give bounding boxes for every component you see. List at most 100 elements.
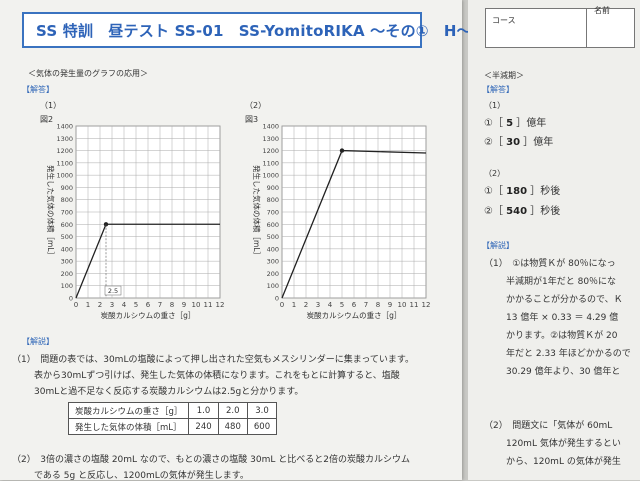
y-tick-label: 600 xyxy=(61,221,73,229)
answer-1-1: ①［ 5 ］億年 xyxy=(484,118,547,129)
y-tick-label: 900 xyxy=(61,184,73,192)
right-explanation-line: （1） ①は物質Ｋが 80％になっ xyxy=(484,259,616,269)
right-explanation-line: 13 億年 × 0.33 ＝ 4.29 億 xyxy=(506,313,619,323)
answer-1-2: ②［ 30 ］億年 xyxy=(484,137,554,148)
y-tick-label: 700 xyxy=(267,209,279,217)
x-tick-label: 9 xyxy=(388,301,392,309)
y-tick-label: 500 xyxy=(61,233,73,241)
answer-value: 180 xyxy=(506,186,528,197)
y-tick-label: 1300 xyxy=(262,135,279,143)
x-tick-label: 9 xyxy=(182,301,186,309)
y-tick-label: 600 xyxy=(267,221,279,229)
x-tick-label: 4 xyxy=(328,301,333,309)
y-tick-label: 1400 xyxy=(56,123,73,131)
y-tick-label: 400 xyxy=(267,245,279,253)
y-tick-label: 1000 xyxy=(56,172,73,180)
x-tick-label: 6 xyxy=(352,301,357,309)
y-tick-label: 500 xyxy=(267,233,279,241)
explanation-line: （1） 問題の表では、30mLの塩酸によって押し出された空気もメスシリンダーに集… xyxy=(12,355,415,365)
y-tick-label: 1300 xyxy=(56,135,73,143)
table-cell: 240 xyxy=(188,418,219,435)
answer-unit: 秒後 xyxy=(540,186,561,197)
table-cell: 480 xyxy=(217,418,248,435)
q1-label: （1） xyxy=(40,101,62,110)
y-tick-label: 200 xyxy=(61,270,73,278)
fig3-label: 図3 xyxy=(245,115,259,124)
table-header: 発生した気体の体積［mL］ xyxy=(67,418,190,435)
answer-number: ② xyxy=(484,206,493,217)
right-explanation-line: かかることが分かるので、Ｋ xyxy=(506,295,623,305)
x-tick-label: 0 xyxy=(74,301,78,309)
x-tick-label: 2 xyxy=(98,301,102,309)
explanation-line: 表から30mLずつ引けば、発生した気体の体積になります。これをもとに計算すると、… xyxy=(34,371,400,381)
x-tick-label: 8 xyxy=(170,301,174,309)
annotation-label: 2.5 xyxy=(108,287,118,295)
answer-unit: 億年 xyxy=(526,118,547,129)
x-tick-label: 7 xyxy=(158,301,162,309)
x-tick-label: 10 xyxy=(192,301,201,309)
y-tick-label: 800 xyxy=(61,196,73,204)
y-tick-label: 100 xyxy=(61,282,73,290)
fig2-label: 図2 xyxy=(40,115,54,124)
right-explanation-line: から、120mL の気体が発生 xyxy=(506,457,621,467)
x-tick-label: 6 xyxy=(146,301,151,309)
table-row: 発生した気体の体積［mL］ 240 480 600 xyxy=(67,418,278,435)
right-answer-label: 【解答】 xyxy=(482,85,514,94)
left-page: SS 特訓 昼テスト SS-01 SS-YomitoRIKA ～その① H～ ＜… xyxy=(0,0,472,481)
name-box: コース 名前 xyxy=(485,6,635,48)
y-tick-label: 1200 xyxy=(56,147,73,155)
name-label: 名前 xyxy=(594,6,610,15)
answer-2-2: ②［ 540 ］秒後 xyxy=(484,206,561,217)
table-cell: 1.0 xyxy=(188,402,219,419)
table-row: 炭酸カルシウムの重さ［g］ 1.0 2.0 3.0 xyxy=(67,402,278,419)
x-tick-label: 0 xyxy=(280,301,284,309)
x-tick-label: 5 xyxy=(340,301,344,309)
explanation-line: 30mLと過不足なく反応する炭酸カルシウムは2.5gと分かります。 xyxy=(34,387,304,397)
chart-fig3: 0 1 2 3 4 5 6 7 8 9 10 11 12010020030040050060070080… xyxy=(252,123,430,321)
right-explanation-line: 年だと 2.33 年ほどかかるので xyxy=(506,349,631,359)
right-explanation-line: 半減期が1年だと 80％にな xyxy=(506,277,617,287)
y-tick-label: 200 xyxy=(267,270,279,278)
x-tick-label: 11 xyxy=(204,301,213,309)
y-tick-label: 900 xyxy=(267,184,279,192)
course-cell xyxy=(486,9,587,47)
y-tick-label: 1100 xyxy=(56,159,73,167)
y-axis-label: 発生した気体の体積［mL］ xyxy=(46,165,56,259)
y-tick-label: 1000 xyxy=(262,172,279,180)
y-tick-label: 0 xyxy=(69,295,73,303)
y-tick-label: 0 xyxy=(275,295,279,303)
answer-number: ② xyxy=(484,137,493,148)
right-subtitle: ＜半減期＞ xyxy=(484,71,524,80)
x-tick-label: 1 xyxy=(292,301,296,309)
x-tick-label: 4 xyxy=(122,301,127,309)
annotation-box xyxy=(104,285,122,296)
y-tick-label: 100 xyxy=(267,282,279,290)
answer-2-1: ①［ 180 ］秒後 xyxy=(484,186,561,197)
table-cell: 600 xyxy=(246,418,278,435)
x-tick-label: 12 xyxy=(216,301,225,309)
right-explanation-line: （2） 問題文に「気体が 60mL xyxy=(484,421,613,431)
y-tick-label: 1100 xyxy=(262,159,279,167)
right-explanation-label: 【解説】 xyxy=(482,241,514,250)
explanation-label: 【解説】 xyxy=(22,337,54,346)
x-axis-label: 炭酸カルシウムの重さ［g］ xyxy=(307,310,402,320)
x-tick-label: 5 xyxy=(134,301,138,309)
header-box: SS 特訓 昼テスト SS-01 SS-YomitoRIKA ～その① H～ xyxy=(22,12,472,48)
table-cell: 2.0 xyxy=(217,402,248,419)
answer-value: 5 xyxy=(506,118,514,129)
y-tick-label: 1200 xyxy=(262,147,279,155)
right-q2-label: （2） xyxy=(484,169,506,178)
x-tick-label: 11 xyxy=(410,301,419,309)
x-tick-label: 3 xyxy=(316,301,320,309)
right-explanation-line: 120mL 気体が発生するとい xyxy=(506,439,621,449)
y-tick-label: 700 xyxy=(61,209,73,217)
x-tick-label: 3 xyxy=(110,301,114,309)
x-tick-label: 10 xyxy=(398,301,407,309)
page-title: SS 特訓 昼テスト SS-01 SS-YomitoRIKA ～その① H～ xyxy=(36,22,472,40)
data-point xyxy=(103,222,109,227)
answer-value: 30 xyxy=(506,137,521,148)
answer-unit: 億年 xyxy=(533,137,554,148)
answer-unit: 秒後 xyxy=(540,206,561,217)
right-explanation-line: 30.29 億年より、30 億年と xyxy=(506,367,621,377)
x-tick-label: 7 xyxy=(364,301,368,309)
